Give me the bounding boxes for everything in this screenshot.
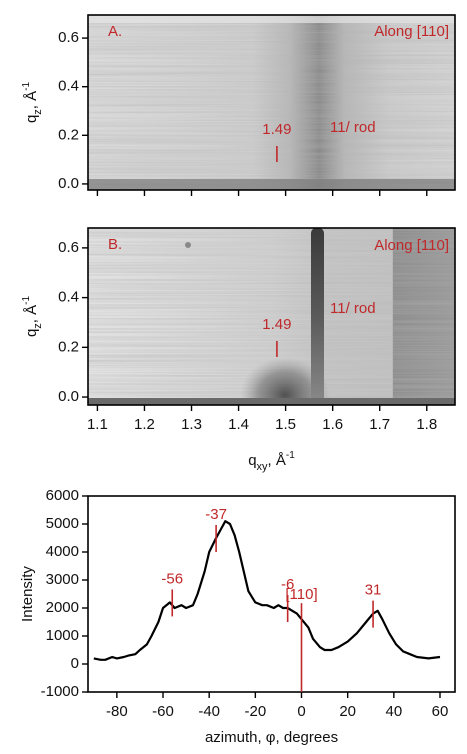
direction-label: Along [110] (374, 23, 449, 40)
y-axis-label-unit: , Å (23, 305, 40, 323)
direction-label: Along [110] (374, 237, 449, 254)
plot-frame (87, 495, 456, 693)
x-axis-label: qxy, Å-1 (248, 450, 295, 473)
y-tick-label: 6000 (46, 487, 79, 504)
y-tick-label: 0.2 (58, 338, 79, 355)
y-axis-label: Intensity (19, 566, 36, 622)
x-tick-label: -60 (152, 703, 174, 720)
x-tick-label: 1.1 (87, 416, 108, 433)
peak-label: 31 (365, 582, 382, 599)
x-tick-label: 1.3 (181, 416, 202, 433)
y-axis-label-symbol: q (23, 115, 40, 123)
y-axis-label-unit: , Å (23, 91, 40, 109)
image-b (88, 228, 455, 405)
y-tick-label: 0.6 (58, 29, 79, 46)
y-axis-label-superscript: -1 (21, 296, 32, 305)
rod-label: 11/ rod (330, 300, 376, 317)
y-tick-label: 0.6 (58, 239, 79, 256)
x-axis-label-superscript: -1 (286, 450, 295, 461)
panel-label: A. (108, 23, 122, 40)
y-tick-label: 0.2 (58, 126, 79, 143)
image-a (88, 15, 455, 190)
x-tick-label: 0 (297, 703, 305, 720)
reference-label: [110] (285, 586, 317, 603)
peak-label: -6 (281, 576, 294, 593)
x-tick-label: 1.2 (134, 416, 155, 433)
y-tick-label: 0.0 (58, 175, 79, 192)
x-tick-label: 1.4 (228, 416, 249, 433)
y-tick-label: 0.0 (58, 388, 79, 405)
y-tick-label: 3000 (46, 571, 79, 588)
x-axis-label-subscript: xy (257, 461, 269, 473)
peak-label: -56 (161, 570, 183, 587)
rod-label: 11/ rod (330, 119, 376, 136)
x-tick-label: 1.5 (275, 416, 296, 433)
y-tick-label: 2000 (46, 599, 79, 616)
y-tick-label: -1000 (41, 683, 79, 700)
x-tick-label: -20 (244, 703, 266, 720)
y-axis-label-superscript: -1 (21, 82, 32, 91)
y-axis-label-subscript: z (32, 323, 44, 329)
plot-frame (87, 14, 456, 191)
marker-label: 1.49 (262, 316, 291, 333)
panel-label: B. (108, 236, 122, 253)
y-tick-label: 1000 (46, 627, 79, 644)
y-axis-label: qz, Å-1 (21, 296, 44, 338)
x-axis-label: azimuth, φ, degrees (205, 729, 338, 746)
peak-label: -37 (205, 506, 227, 523)
y-tick-label: 0.4 (58, 289, 79, 306)
x-axis-label-unit: , Å (268, 452, 286, 469)
y-axis-label: qz, Å-1 (21, 82, 44, 124)
y-tick-label: 0.4 (58, 78, 79, 95)
x-tick-label: 40 (385, 703, 402, 720)
x-tick-label: 20 (339, 703, 356, 720)
y-tick-label: 0 (71, 655, 79, 672)
marker-label: 1.49 (262, 121, 291, 138)
x-tick-label: -40 (198, 703, 220, 720)
x-tick-label: -80 (106, 703, 128, 720)
x-tick-label: 1.7 (369, 416, 390, 433)
y-axis-label-symbol: q (23, 329, 40, 337)
intensity-line (93, 520, 441, 661)
y-tick-label: 4000 (46, 543, 79, 560)
x-tick-label: 60 (432, 703, 449, 720)
plot-frame (87, 227, 456, 406)
x-tick-label: 1.8 (416, 416, 437, 433)
x-tick-label: 1.6 (322, 416, 343, 433)
y-axis-label-subscript: z (32, 109, 44, 115)
x-axis-label-symbol: q (248, 452, 256, 469)
y-tick-label: 5000 (46, 515, 79, 532)
